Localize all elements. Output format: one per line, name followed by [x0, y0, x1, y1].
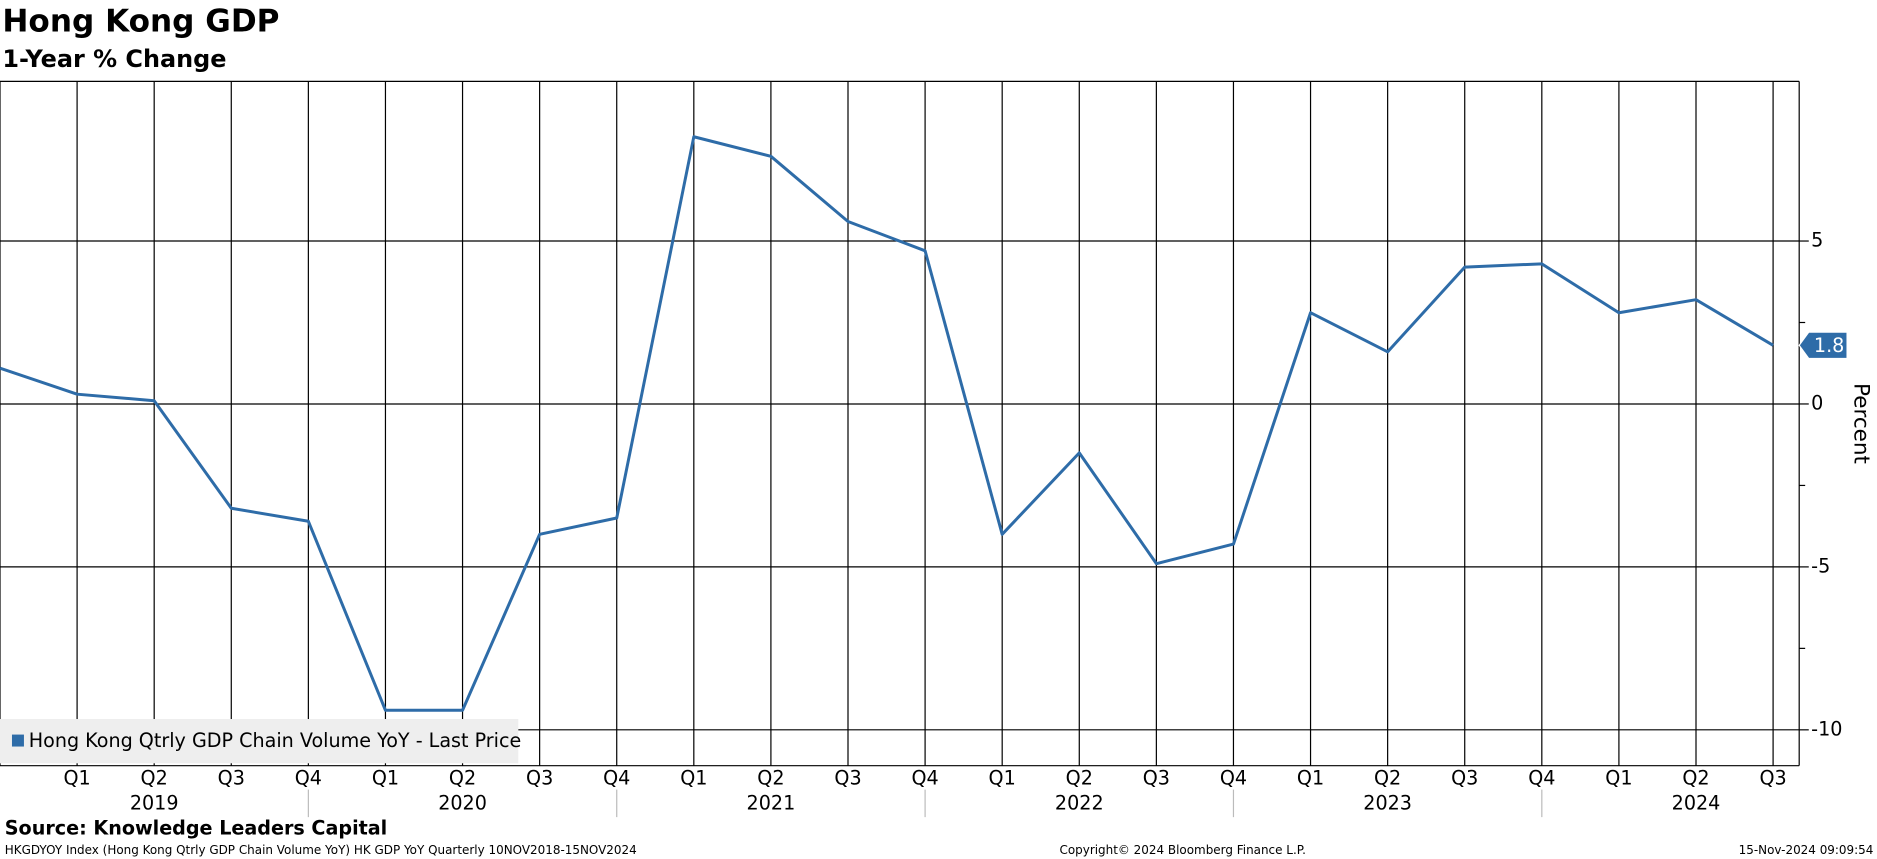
chart-subtitle: 1-Year % Change — [2, 45, 226, 73]
y-tick-label: -5 — [1811, 554, 1830, 577]
legend-box — [0, 719, 519, 764]
x-tick-label: Q1 — [989, 766, 1016, 789]
x-tick-label: Q1 — [1605, 766, 1632, 789]
year-label: 2022 — [1055, 791, 1104, 814]
series-line — [0, 135, 1774, 712]
x-tick-label: Q1 — [1297, 766, 1324, 789]
y-tick-label: 5 — [1811, 229, 1823, 252]
x-tick-label: Q3 — [1451, 766, 1478, 789]
x-tick-label: Q1 — [63, 766, 90, 789]
year-label: 2021 — [747, 791, 796, 814]
legend-label: Hong Kong Qtrly GDP Chain Volume YoY - L… — [29, 729, 522, 752]
x-tick-label: Q2 — [1066, 766, 1093, 789]
x-tick-label: Q2 — [1374, 766, 1401, 789]
last-value-tag — [1798, 331, 1848, 360]
year-label: 2023 — [1363, 791, 1412, 814]
x-tick-label: Q3 — [834, 766, 861, 789]
year-label: 2020 — [438, 791, 487, 814]
x-tick-label: Q3 — [218, 766, 245, 789]
footer-left: HKGDYOY Index (Hong Kong Qtrly GDP Chain… — [5, 843, 637, 857]
x-tick-label: Q4 — [1220, 766, 1247, 789]
x-tick-label: Q4 — [911, 766, 938, 789]
x-tick-label: Q4 — [1528, 766, 1555, 789]
x-tick-label: Q2 — [757, 766, 784, 789]
chart-title: Hong Kong GDP — [2, 4, 279, 40]
y-axis-label: Percent — [1848, 383, 1873, 464]
x-tick-label: Q3 — [1143, 766, 1170, 789]
x-tick-label: Q1 — [372, 766, 399, 789]
x-tick-label: Q4 — [603, 766, 630, 789]
year-label: 2019 — [130, 791, 179, 814]
x-tick-label: Q2 — [1682, 766, 1709, 789]
x-tick-label: Q4 — [295, 766, 322, 789]
footer-right: 15-Nov-2024 09:09:54 — [1739, 843, 1874, 857]
legend-swatch — [11, 734, 24, 747]
x-tick-label: Q3 — [1759, 766, 1786, 789]
year-label: 2024 — [1672, 791, 1721, 814]
source: Source: Knowledge Leaders Capital — [5, 817, 387, 840]
x-tick-label: Q2 — [449, 766, 476, 789]
last-value-label: 1.8 — [1814, 334, 1844, 357]
y-tick-label: 0 — [1811, 391, 1823, 414]
x-tick-label: Q3 — [526, 766, 553, 789]
x-tick-label: Q1 — [680, 766, 707, 789]
x-tick-label: Q2 — [141, 766, 168, 789]
y-tick-label: -10 — [1811, 717, 1842, 740]
footer-center: Copyright© 2024 Bloomberg Finance L.P. — [1059, 843, 1305, 857]
